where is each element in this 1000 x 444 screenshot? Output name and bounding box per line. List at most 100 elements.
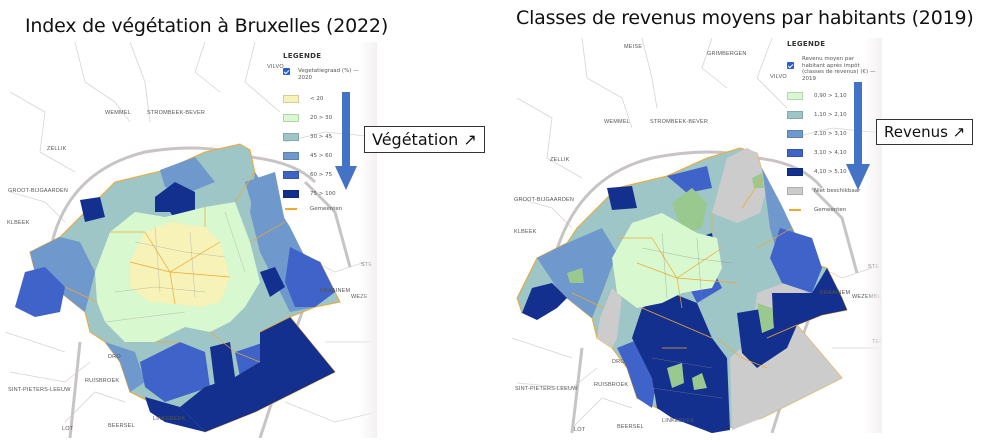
legend-class-row: 75 > 100 (283, 184, 373, 203)
vegetation-map-panel: Index de végétation à Bruxelles (2022) (0, 0, 500, 444)
svg-text:LINKEBEEK: LINKEBEEK (153, 416, 186, 422)
vegetation-callout: Végétation ↗ (364, 126, 485, 153)
svg-text:DRO: DRO (108, 354, 121, 360)
zone-3-10-4-10 (667, 166, 712, 193)
down-arrow-icon (335, 92, 357, 190)
legend-layer-label: Revenu moyen par habitant après impôt (c… (802, 56, 876, 82)
zone-under-20 (130, 222, 230, 307)
boundary-line-swatch (789, 208, 801, 211)
svg-text:KLBEEK: KLBEEK (514, 229, 537, 235)
legend-title: LEGENDE (283, 52, 322, 60)
park-area (752, 173, 764, 188)
legend-layer-toggle[interactable]: Revenu moyen par habitant après impôt (c… (787, 56, 902, 82)
park-area (667, 363, 684, 388)
svg-text:KRAAINEM: KRAAINEM (820, 290, 851, 296)
municipal-boundaries (571, 177, 798, 369)
legend-layer-label: Vegetatiegraad (%) — 2020 (298, 68, 359, 81)
svg-text:LOT: LOT (62, 426, 74, 432)
svg-text:KLBEEK: KLBEEK (7, 220, 30, 226)
district-lines (104, 211, 246, 323)
legend-title: LEGENDE (787, 40, 826, 48)
income-callout: Revenus ↗ (876, 119, 974, 145)
vegetation-map-title: Index de végétation à Bruxelles (2022) (25, 15, 389, 37)
zone-75-100 (80, 197, 105, 222)
svg-text:SINT-PIETERS-LEEUW: SINT-PIETERS-LEEUW (8, 387, 71, 393)
svg-text:STROMBEEK-BEVER: STROMBEEK-BEVER (650, 119, 708, 125)
legend-class-row: < 20 (283, 89, 373, 108)
svg-text:WEMMEL: WEMMEL (604, 119, 630, 125)
svg-text:MEISE: MEISE (624, 44, 642, 50)
legend-class-label: 0,90 > 1,10 (814, 92, 847, 99)
zone-0-90-1-10 (612, 213, 722, 308)
zone-60-75 (285, 247, 335, 307)
svg-text:LINKEBEEK: LINKEBEEK (662, 418, 695, 424)
park-area (672, 188, 707, 233)
zone-45-60 (245, 172, 285, 232)
legend-class-label: 1,10 > 2,10 (814, 111, 847, 118)
zone-60-75 (15, 267, 65, 317)
down-arrow-icon (846, 82, 870, 190)
svg-text:BEERSEL: BEERSEL (108, 423, 135, 429)
district-lines (641, 232, 733, 399)
svg-text:RUISBROEK: RUISBROEK (85, 378, 119, 384)
color-swatch (283, 113, 299, 122)
legend-class-row: 20 > 30 (283, 108, 373, 127)
checkbox-checked-icon[interactable] (787, 62, 794, 69)
svg-text:GROOT-BIJGAARDEN: GROOT-BIJGAARDEN (514, 197, 574, 203)
zone-4-10-5-10 (737, 308, 787, 368)
legend-class-row: 1,10 > 2,10 (787, 105, 902, 124)
svg-text:GROOT-BIJGAARDEN: GROOT-BIJGAARDEN (8, 188, 68, 194)
zone-not-available (597, 288, 622, 348)
legend-class-row: Niet beschikbaar (787, 181, 902, 200)
svg-text:RUISBROEK: RUISBROEK (594, 382, 628, 388)
svg-text:GRIMBERGEN: GRIMBERGEN (707, 51, 747, 57)
income-map-title: Classes de revenus moyens par habitants … (516, 7, 974, 29)
svg-text:ZELLIK: ZELLIK (550, 157, 570, 163)
legend-class-label: 3,10 > 4,10 (814, 149, 847, 156)
legend-class-label: 2,10 > 3,10 (814, 130, 847, 137)
zone-2-10-3-10 (762, 168, 812, 263)
color-swatch (787, 129, 803, 138)
legend-boundary-row: Gemeenten (283, 203, 373, 215)
svg-text:ZELLIK: ZELLIK (47, 146, 67, 152)
zone-75-100 (210, 342, 235, 387)
zone-4-10-5-10 (522, 283, 567, 320)
legend-boundary-label: Gemeenten (310, 206, 343, 212)
legend-class-label: 45 > 60 (310, 152, 333, 159)
legend-class-label: 20 > 30 (310, 114, 333, 121)
svg-text:LOT: LOT (574, 427, 586, 433)
svg-text:VILVO: VILVO (267, 64, 284, 70)
color-swatch (787, 91, 803, 100)
zone-75-100 (180, 317, 335, 432)
color-swatch (283, 94, 299, 103)
income-map-canvas: MEISE GRIMBERGEN VILVO WEMMEL STROMBEEK-… (512, 38, 882, 433)
zone-4-10-5-10 (632, 293, 730, 433)
legend-layer-toggle[interactable]: Vegetatiegraad (%) — 2020 (283, 68, 373, 81)
zone-75-100 (260, 267, 285, 297)
vegetation-map-canvas: WEMMEL STROMBEEK-BEVER ZELLIK GROOT-BIJG… (5, 42, 377, 438)
svg-text:BEERSEL: BEERSEL (617, 424, 644, 430)
vegetation-legend: LEGENDE Vegetatiegraad (%) — 2020 < 20 2… (283, 52, 373, 215)
legend-class-row: 4,10 > 5,10 (787, 162, 902, 181)
place-labels: WEMMEL STROMBEEK-BEVER ZELLIK GROOT-BIJG… (7, 64, 372, 432)
legend-boundary-label: Gemeenten (814, 206, 847, 213)
zone-60-75 (140, 342, 210, 402)
legend-class-label: 4,10 > 5,10 (814, 168, 847, 175)
legend-boundary-row: Gemeenten (787, 200, 902, 219)
color-swatch (283, 151, 299, 160)
checkbox-checked-icon[interactable] (283, 68, 290, 75)
color-swatch (283, 132, 299, 141)
color-swatch (787, 167, 803, 176)
zone-3-10-4-10 (770, 228, 822, 293)
legend-class-row: 45 > 60 (283, 146, 373, 165)
boundary-line-swatch (285, 208, 297, 210)
svg-text:VILVO: VILVO (770, 74, 787, 80)
color-swatch (787, 186, 803, 195)
income-map-panel: Classes de revenus moyens par habitants … (500, 0, 1000, 444)
legend-class-label: 75 > 100 (310, 190, 336, 197)
income-legend: LEGENDE Revenu moyen par habitant après … (787, 40, 902, 219)
color-swatch (787, 110, 803, 119)
park-area (757, 303, 774, 333)
zone-not-available (712, 148, 767, 223)
zone-75-100 (145, 397, 205, 432)
